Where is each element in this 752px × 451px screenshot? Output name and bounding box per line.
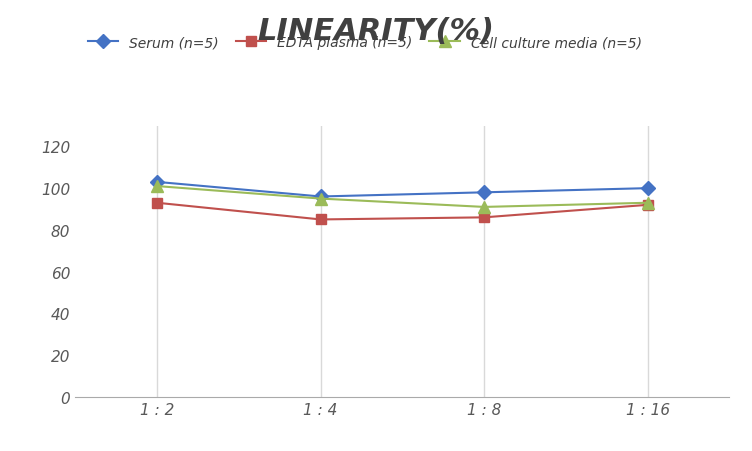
Text: LINEARITY(%): LINEARITY(%) [257,17,495,46]
Serum (n=5) [643,186,652,191]
Line: EDTA plasma (n=5): EDTA plasma (n=5) [152,198,653,225]
Legend: Serum (n=5), EDTA plasma (n=5), Cell culture media (n=5): Serum (n=5), EDTA plasma (n=5), Cell cul… [82,30,647,55]
EDTA plasma (n=5) [153,201,162,206]
Cell culture media (n=5) [316,197,325,202]
Line: Serum (n=5): Serum (n=5) [152,178,653,202]
Serum (n=5) [480,190,489,196]
Serum (n=5) [153,180,162,185]
Cell culture media (n=5) [153,184,162,189]
EDTA plasma (n=5) [316,217,325,223]
Line: Cell culture media (n=5): Cell culture media (n=5) [151,181,653,213]
Serum (n=5) [316,194,325,200]
EDTA plasma (n=5) [643,202,652,208]
Cell culture media (n=5) [480,205,489,210]
Cell culture media (n=5) [643,201,652,206]
EDTA plasma (n=5) [480,215,489,221]
